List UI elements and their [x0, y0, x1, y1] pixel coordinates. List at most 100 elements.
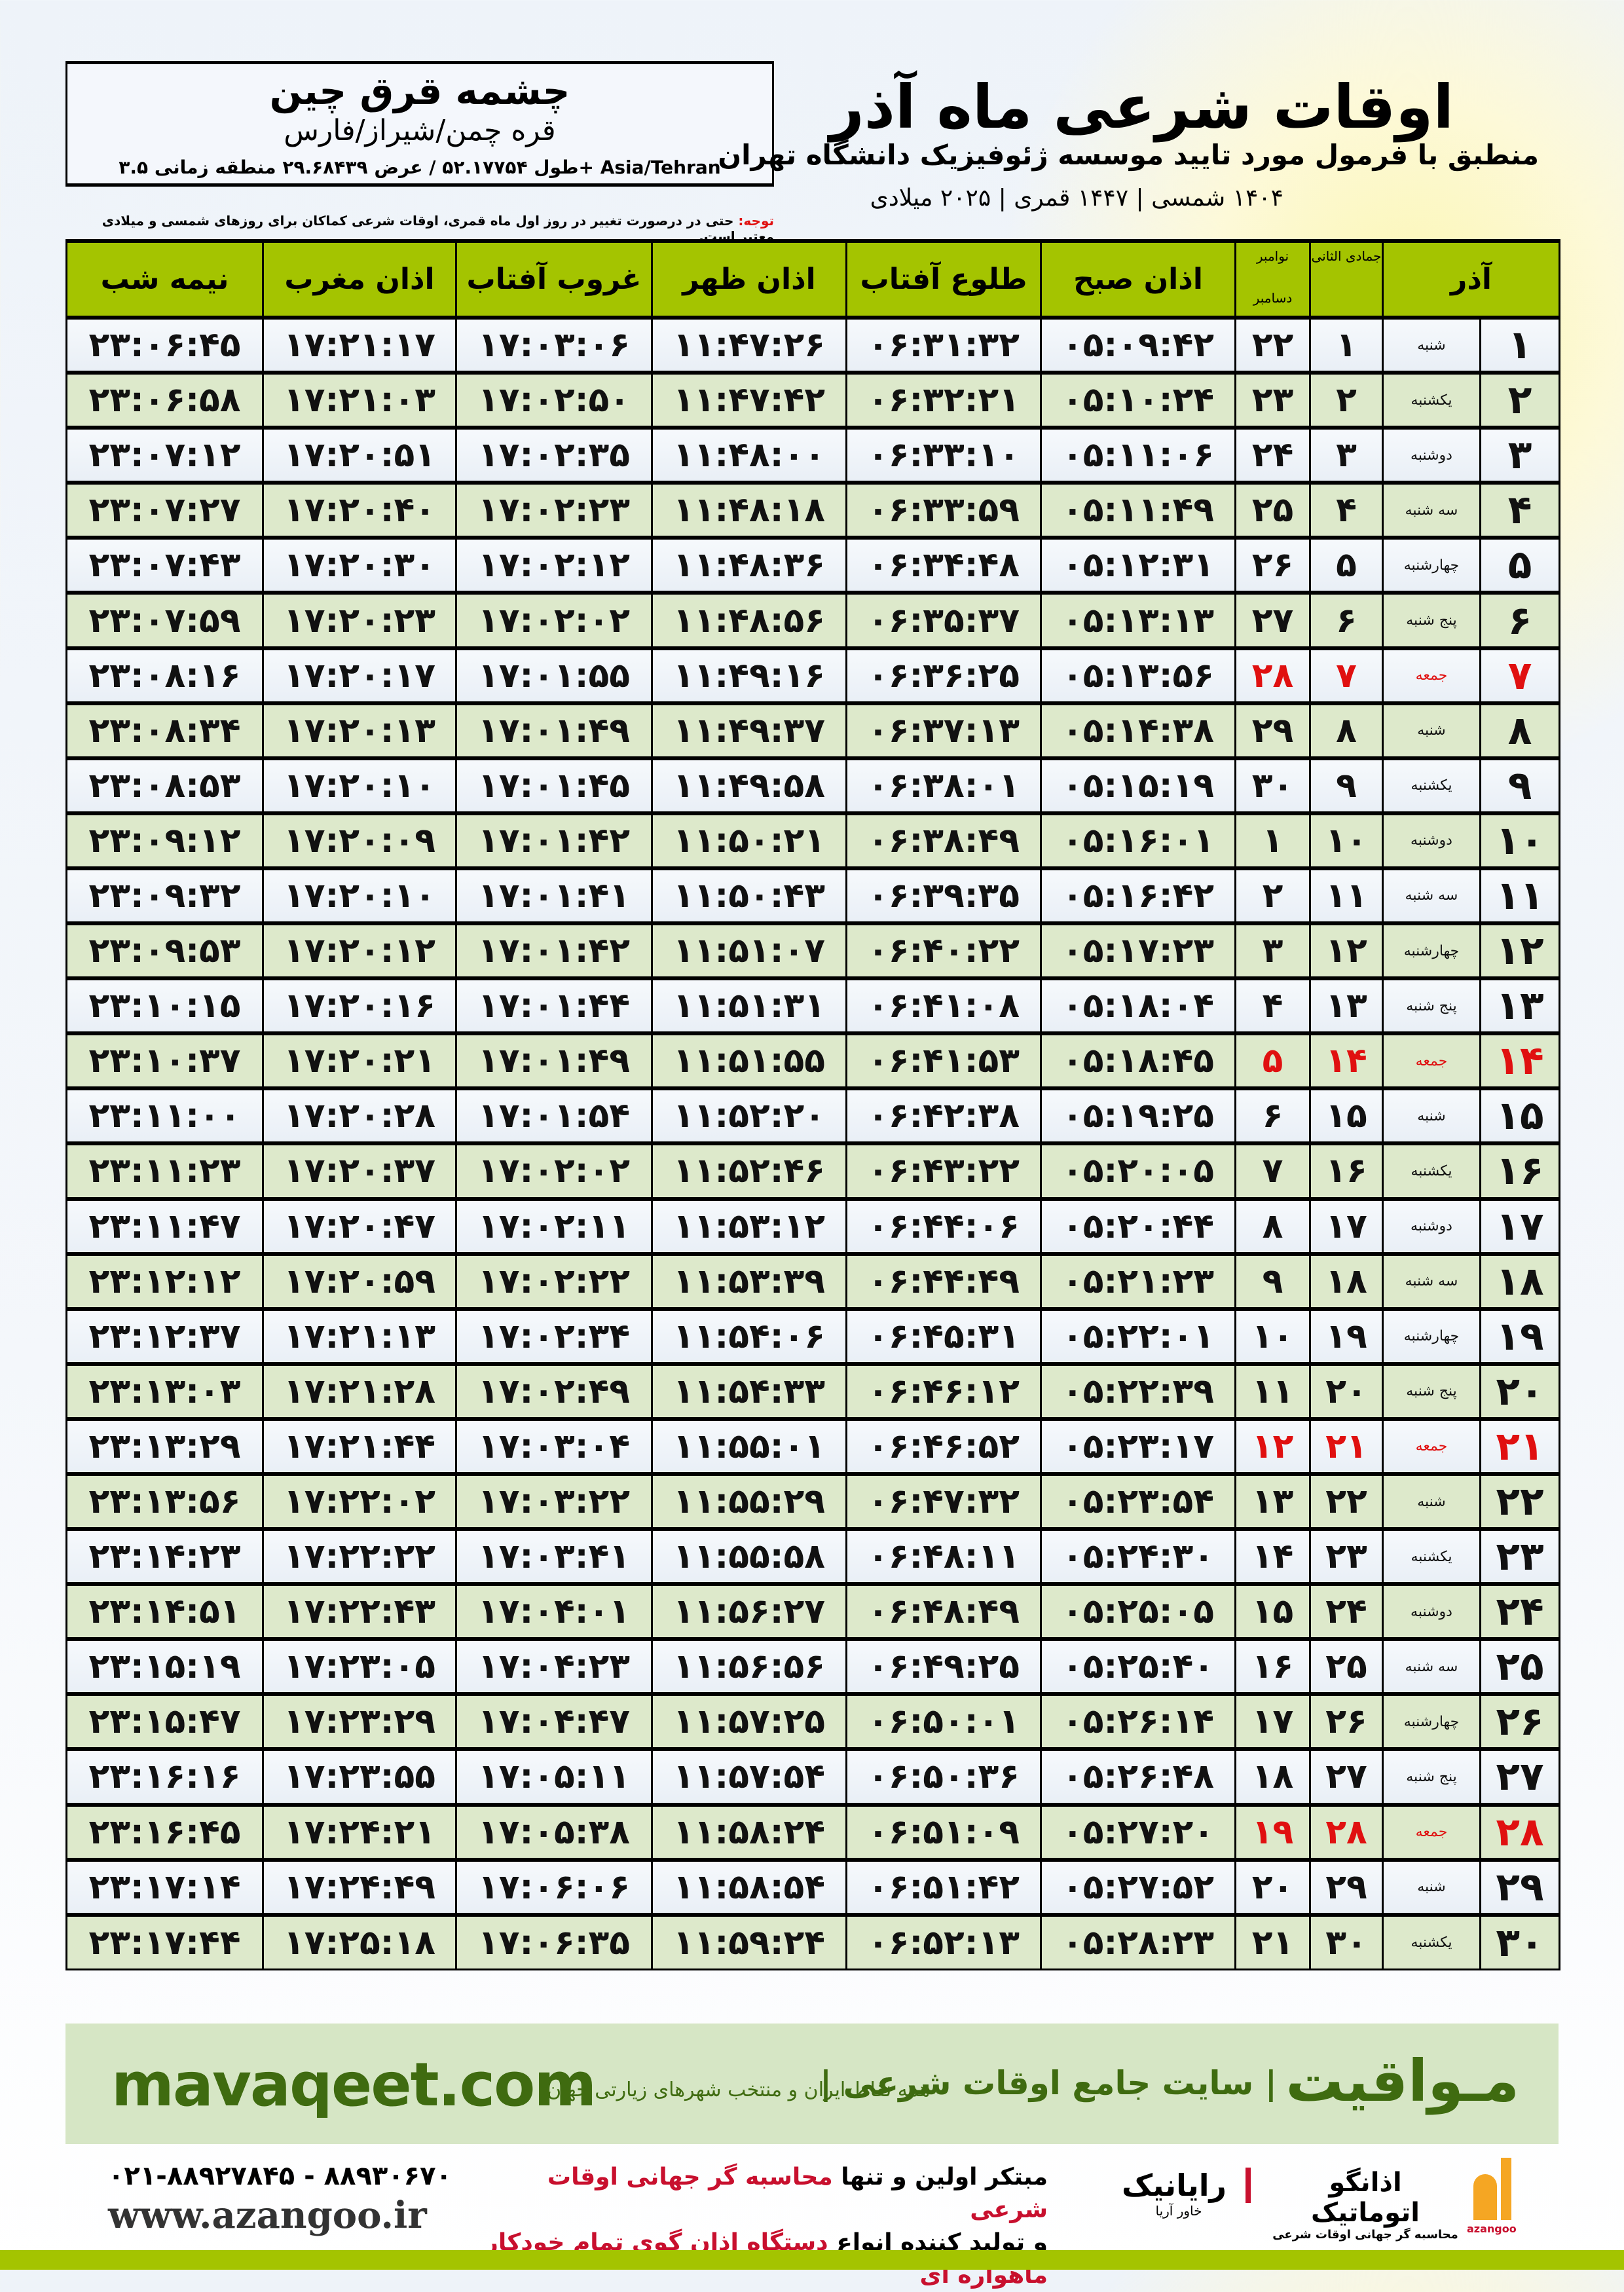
cell-maghrib: ۱۷:۲۲:۰۲	[262, 1471, 457, 1530]
cell-weekday: سه شنبه	[1382, 481, 1481, 539]
cell-azar-day: ۲۸	[1479, 1802, 1560, 1861]
cell-maghrib: ۱۷:۲۰:۳۷	[262, 1141, 457, 1200]
cell-weekday: یکشنبه	[1382, 1141, 1481, 1200]
cell-sunrise: ۰۶:۳۱:۳۲	[845, 315, 1042, 374]
cell-gregorian-day: ۱۲	[1234, 1416, 1311, 1475]
cell-maghrib: ۱۷:۲۰:۱۰	[262, 756, 457, 815]
cell-gregorian-day: ۸	[1234, 1196, 1311, 1255]
site-link[interactable]: mavaqeet.com	[111, 2050, 597, 2120]
cell-azar-day: ۲۹	[1479, 1857, 1560, 1916]
cell-sunset: ۱۷:۰۲:۳۴	[455, 1306, 653, 1365]
cell-sunrise: ۰۶:۵۲:۱۳	[845, 1912, 1042, 1971]
cell-gregorian-day: ۲۱	[1234, 1912, 1311, 1971]
cell-sunset: ۱۷:۰۴:۰۱	[455, 1582, 653, 1640]
table-row: ۲ یکشنبه ۲ ۲۳ ۰۵:۱۰:۲۴ ۰۶:۳۲:۲۱ ۱۱:۴۷:۴۲ ۱۷:۰۲:…	[65, 371, 1560, 429]
cell-sunset: ۱۷:۰۵:۳۸	[455, 1802, 653, 1861]
cell-sunset: ۱۷:۰۲:۲۲	[455, 1251, 653, 1310]
cell-sunrise: ۰۶:۳۵:۳۷	[845, 591, 1042, 650]
cell-qamari-day: ۸	[1309, 701, 1384, 760]
cell-maghrib: ۱۷:۲۰:۱۲	[262, 921, 457, 980]
cell-weekday: شنبه	[1382, 315, 1481, 374]
cell-sunrise: ۰۶:۴۲:۳۸	[845, 1086, 1042, 1145]
cell-gregorian-day: ۲۷	[1234, 591, 1311, 650]
cell-sunrise: ۰۶:۴۳:۲۲	[845, 1141, 1042, 1200]
cell-fajr: ۰۵:۱۳:۵۶	[1040, 646, 1236, 705]
col-midnight: نیمه شب	[65, 239, 264, 319]
cell-azar-day: ۹	[1479, 756, 1560, 815]
cell-azar-day: ۱۷	[1479, 1196, 1560, 1255]
table-row: ۴ سه شنبه ۴ ۲۵ ۰۵:۱۱:۴۹ ۰۶:۳۳:۵۹ ۱۱:۴۸:۱۸ ۱۷:۰۲…	[65, 481, 1560, 539]
cell-gregorian-day: ۲۴	[1234, 426, 1311, 484]
table-header: آذر جمادی الثانی نوامبر دسامبر اذان صبح ط…	[65, 239, 1560, 319]
mosque-icon: azangoo	[1467, 2154, 1519, 2235]
cell-weekday: پنج شنبه	[1382, 1361, 1481, 1420]
promo-text: مبتکر اولین و تنها محاسبه گر جهانی اوقات…	[485, 2161, 1048, 2292]
cell-midnight: ۲۳:۰۷:۱۲	[65, 426, 264, 484]
cell-maghrib: ۱۷:۲۰:۱۷	[262, 646, 457, 705]
cell-sunset: ۱۷:۰۱:۵۴	[455, 1086, 653, 1145]
cell-sunset: ۱۷:۰۲:۰۲	[455, 591, 653, 650]
cell-sunset: ۱۷:۰۱:۵۵	[455, 646, 653, 705]
cell-sunrise: ۰۶:۴۴:۴۹	[845, 1251, 1042, 1310]
cell-weekday: دوشنبه	[1382, 1196, 1481, 1255]
cell-azar-day: ۲۵	[1479, 1637, 1560, 1695]
cell-sunset: ۱۷:۰۲:۱۱	[455, 1196, 653, 1255]
cell-qamari-day: ۲۹	[1309, 1857, 1384, 1916]
cell-sunrise: ۰۶:۴۶:۱۲	[845, 1361, 1042, 1420]
cell-midnight: ۲۳:۰۸:۵۳	[65, 756, 264, 815]
cell-qamari-day: ۷	[1309, 646, 1384, 705]
cell-azar-day: ۱۸	[1479, 1251, 1560, 1310]
cell-sunset: ۱۷:۰۴:۲۳	[455, 1637, 653, 1695]
cell-sunset: ۱۷:۰۱:۴۲	[455, 811, 653, 870]
cell-dhuhr: ۱۱:۴۷:۴۲	[651, 371, 847, 429]
cell-midnight: ۲۳:۰۶:۵۸	[65, 371, 264, 429]
table-row: ۲۵ سه شنبه ۲۵ ۱۶ ۰۵:۲۵:۴۰ ۰۶:۴۹:۲۵ ۱۱:۵۶:۵۶ ۱۷:…	[65, 1637, 1560, 1695]
cell-dhuhr: ۱۱:۵۶:۵۶	[651, 1637, 847, 1695]
cell-qamari-day: ۱۳	[1309, 976, 1384, 1035]
cell-gregorian-day: ۲۵	[1234, 481, 1311, 539]
cell-fajr: ۰۵:۲۲:۰۱	[1040, 1306, 1236, 1365]
cell-fajr: ۰۵:۱۱:۰۶	[1040, 426, 1236, 484]
col-sunset: غروب آفتاب	[455, 239, 653, 319]
cell-fajr: ۰۵:۱۲:۳۱	[1040, 536, 1236, 594]
cell-azar-day: ۱۹	[1479, 1306, 1560, 1365]
website-link[interactable]: www.azangoo.ir	[108, 2194, 427, 2237]
cell-midnight: ۲۳:۱۱:۲۳	[65, 1141, 264, 1200]
cell-dhuhr: ۱۱:۵۲:۴۶	[651, 1141, 847, 1200]
note-text: حتی در درصورت تغییر در روز اول ماه قمری،…	[101, 213, 774, 244]
cell-weekday: چهارشنبه	[1382, 536, 1481, 594]
cell-gregorian-day: ۳	[1234, 921, 1311, 980]
cell-gregorian-day: ۱۴	[1234, 1527, 1311, 1585]
cell-midnight: ۲۳:۰۹:۳۲	[65, 866, 264, 925]
table-row: ۱۳ پنج شنبه ۱۳ ۴ ۰۵:۱۸:۰۴ ۰۶:۴۱:۰۸ ۱۱:۵۱:۳۱ ۱۷:…	[65, 976, 1560, 1035]
azangoo-logo-text: اذانگو اتوماتیک	[1311, 2168, 1420, 2228]
table-row: ۹ یکشنبه ۹ ۳۰ ۰۵:۱۵:۱۹ ۰۶:۳۸:۰۱ ۱۱:۴۹:۵۸ ۱۷:۰۱:…	[65, 756, 1560, 815]
cell-midnight: ۲۳:۰۸:۳۴	[65, 701, 264, 760]
cell-sunset: ۱۷:۰۱:۴۵	[455, 756, 653, 815]
azangoo-logo-sub: محاسبه گر جهانی اوقات شرعی	[1272, 2228, 1458, 2242]
cell-maghrib: ۱۷:۲۱:۰۳	[262, 371, 457, 429]
cell-midnight: ۲۳:۰۹:۵۳	[65, 921, 264, 980]
cell-gregorian-day: ۱۸	[1234, 1747, 1311, 1806]
cell-fajr: ۰۵:۱۰:۲۴	[1040, 371, 1236, 429]
cell-maghrib: ۱۷:۲۰:۴۰	[262, 481, 457, 539]
cell-midnight: ۲۳:۱۱:۴۷	[65, 1196, 264, 1255]
cell-qamari-day: ۳۰	[1309, 1912, 1384, 1971]
table-row: ۲۸ جمعه ۲۸ ۱۹ ۰۵:۲۷:۲۰ ۰۶:۵۱:۰۹ ۱۱:۵۸:۲۴ ۱۷:۰۵:…	[65, 1802, 1560, 1861]
table-row: ۲۲ شنبه ۲۲ ۱۳ ۰۵:۲۳:۵۴ ۰۶:۴۷:۳۲ ۱۱:۵۵:۲۹ ۱۷:۰۳:…	[65, 1471, 1560, 1530]
cell-midnight: ۲۳:۰۸:۱۶	[65, 646, 264, 705]
cell-weekday: دوشنبه	[1382, 1582, 1481, 1640]
cell-gregorian-day: ۱۶	[1234, 1637, 1311, 1695]
brand-tagline: | سایت جامع اوقات شرعی |	[819, 2064, 1277, 2102]
cell-gregorian-day: ۱۵	[1234, 1582, 1311, 1640]
cell-weekday: پنج شنبه	[1382, 1747, 1481, 1806]
cell-dhuhr: ۱۱:۵۸:۲۴	[651, 1802, 847, 1861]
cell-midnight: ۲۳:۱۵:۴۷	[65, 1692, 264, 1750]
table-row: ۲۷ پنج شنبه ۲۷ ۱۸ ۰۵:۲۶:۴۸ ۰۶:۵۰:۳۶ ۱۱:۵۷:۵۴ ۱۷…	[65, 1747, 1560, 1806]
cell-maghrib: ۱۷:۲۰:۱۳	[262, 701, 457, 760]
cell-qamari-day: ۱	[1309, 315, 1384, 374]
cell-maghrib: ۱۷:۲۰:۲۳	[262, 591, 457, 650]
table-row: ۱۱ سه شنبه ۱۱ ۲ ۰۵:۱۶:۴۲ ۰۶:۳۹:۳۵ ۱۱:۵۰:۴۳ ۱۷:۰…	[65, 866, 1560, 925]
cell-midnight: ۲۳:۰۷:۴۳	[65, 536, 264, 594]
cell-weekday: یکشنبه	[1382, 756, 1481, 815]
